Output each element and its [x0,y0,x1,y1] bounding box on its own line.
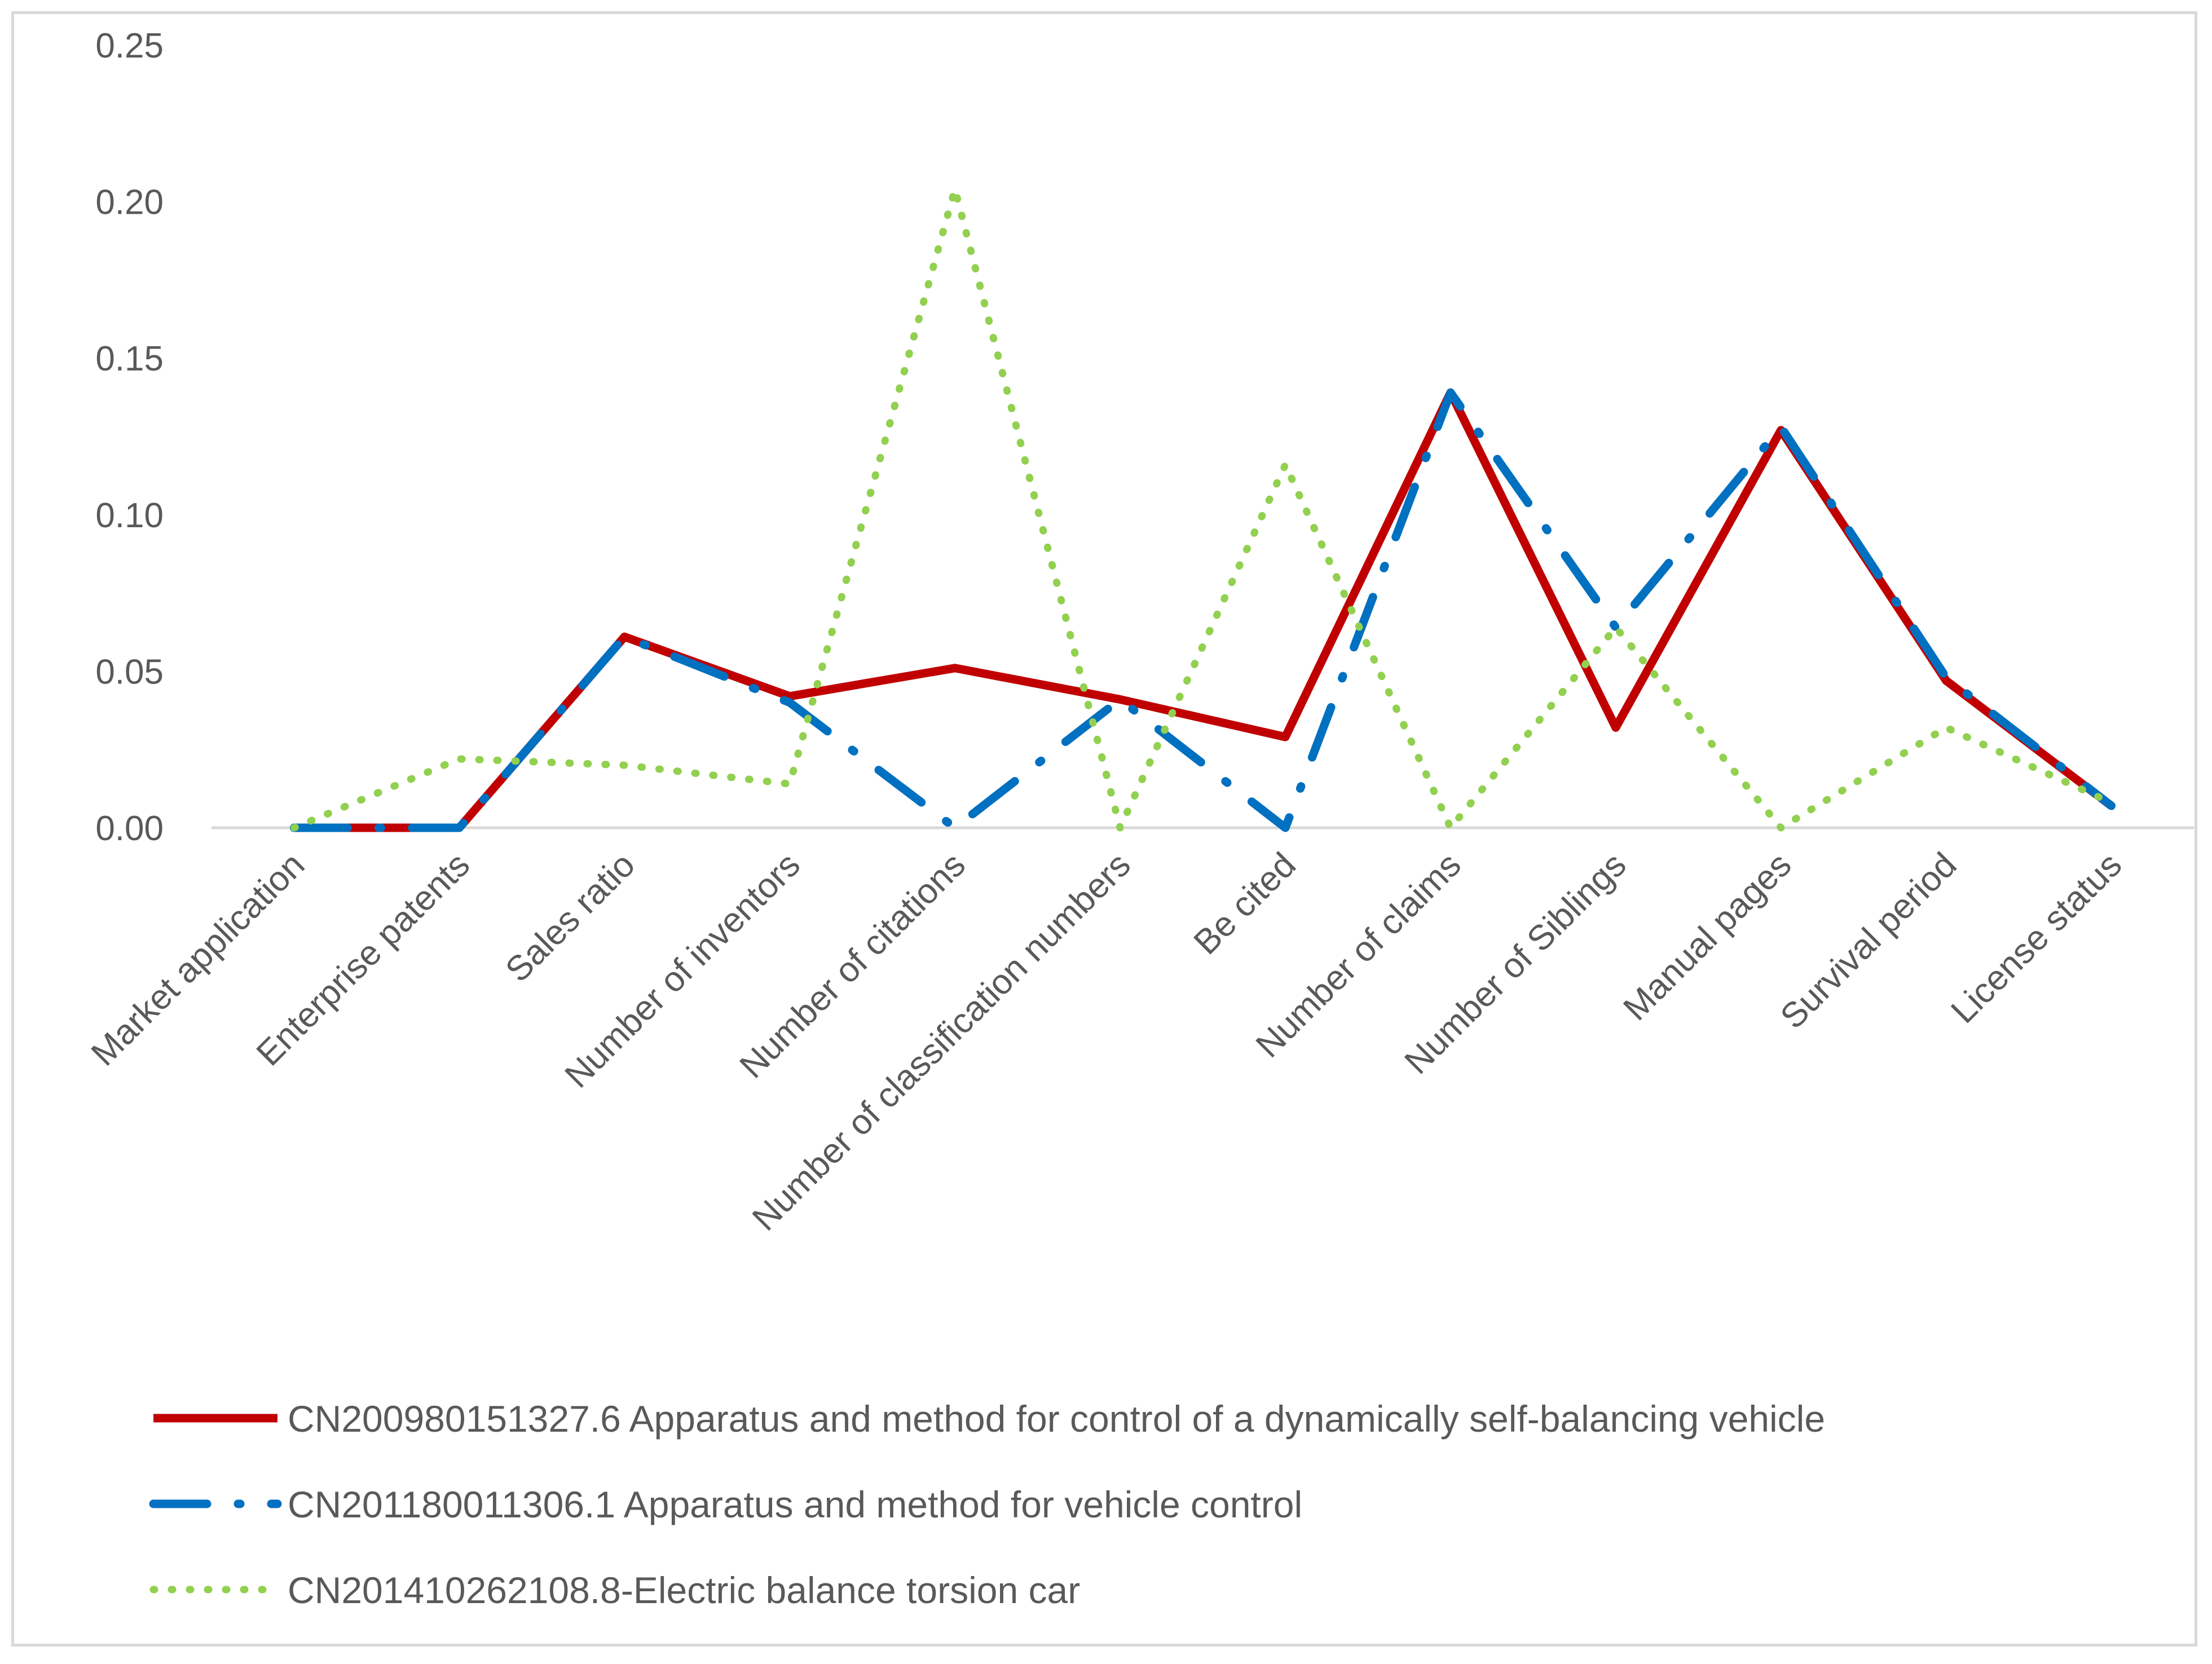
y-tick-label: 0.20 [95,183,164,222]
y-axis-ticks: 0.00 0.05 0.10 0.15 0.20 0.25 [95,27,164,848]
x-tick-label: Be cited [1187,845,1303,962]
legend-label-2: CN201180011306.1 Apparatus and method fo… [288,1484,1302,1525]
y-tick-label: 0.00 [95,809,164,848]
y-tick-label: 0.25 [95,27,164,65]
legend-label-3: CN201410262108.8-Electric balance torsio… [288,1569,1080,1611]
x-tick-label: Sales ratio [498,845,642,990]
series-layer [290,185,2116,832]
x-tick-label: Number of classification numbers [745,845,1138,1238]
legend: CN200980151327.6 Apparatus and method fo… [149,1398,1825,1611]
legend-label-1: CN200980151327.6 Apparatus and method fo… [288,1398,1825,1440]
y-tick-label: 0.10 [95,496,164,535]
y-tick-label: 0.15 [95,339,164,378]
y-tick-label: 0.05 [95,652,164,691]
series-line-3 [290,185,2115,832]
series-line-2 [290,388,2116,832]
x-tick-label: Survival period [1773,845,1964,1036]
x-tick-label: Manual pages [1616,845,1799,1028]
x-tick-label: License status [1944,845,2129,1031]
